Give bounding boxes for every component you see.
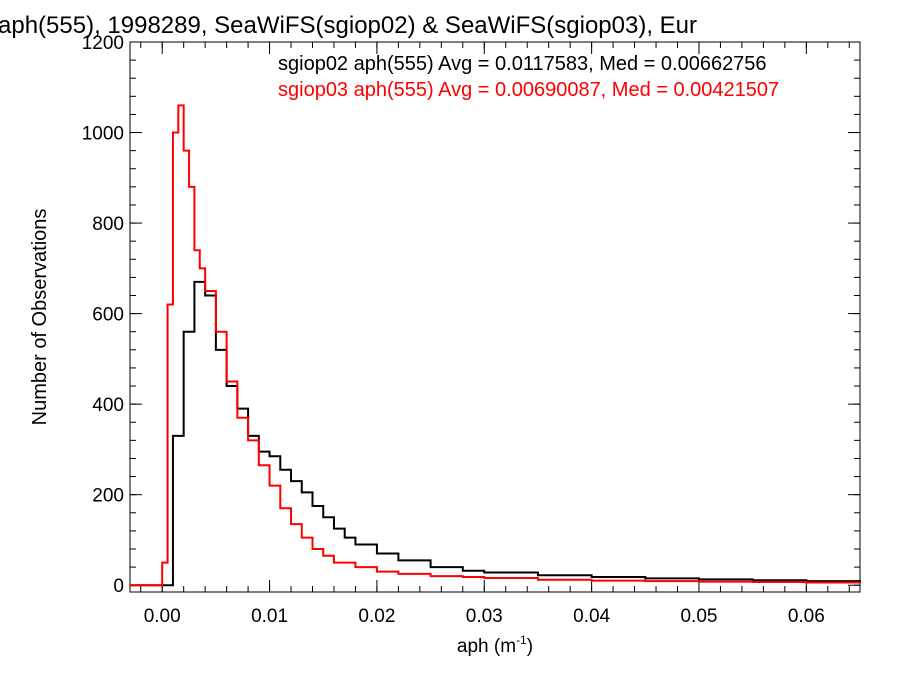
x-tick-label: 0.02 <box>358 606 395 627</box>
y-axis-label: Number of Observations <box>29 209 51 426</box>
x-tick-label: 0.06 <box>788 606 825 627</box>
series-layer <box>130 104 861 587</box>
y-tick-label: 800 <box>92 214 124 235</box>
annotation-sgiop02: sgiop02 aph(555) Avg = 0.0117583, Med = … <box>278 53 767 75</box>
x-axis-label-main: aph (m <box>457 636 516 657</box>
y-tick-label: 200 <box>92 486 124 507</box>
y-tick-label: 1200 <box>82 33 124 54</box>
x-axis-label-superscript: -1 <box>516 633 527 647</box>
y-tick-label: 400 <box>92 395 124 416</box>
x-tick-label: 0.03 <box>466 606 503 627</box>
x-tick-label: 0.05 <box>680 606 717 627</box>
x-tick-label: 0.04 <box>573 606 610 627</box>
x-axis-label: aph (m-1) <box>457 633 533 657</box>
y-tick-label: 600 <box>92 305 124 326</box>
annotation-sgiop03: sgiop03 aph(555) Avg = 0.00690087, Med =… <box>278 79 779 101</box>
y-tick-label: 1000 <box>82 124 124 145</box>
y-tick-label: 0 <box>113 576 124 597</box>
x-tick-label: 0.00 <box>144 606 181 627</box>
x-axis-label-close: ) <box>527 636 533 657</box>
chart-title: aph(555), 1998289, SeaWiFS(sgiop02) & Se… <box>0 12 697 39</box>
x-tick-label: 0.01 <box>251 606 288 627</box>
series-sgiop03 <box>130 104 861 587</box>
plot-frame <box>129 41 861 593</box>
x-axis-ticks: 0.00 0.01 0.02 0.03 0.04 0.05 0.06 <box>140 42 850 627</box>
